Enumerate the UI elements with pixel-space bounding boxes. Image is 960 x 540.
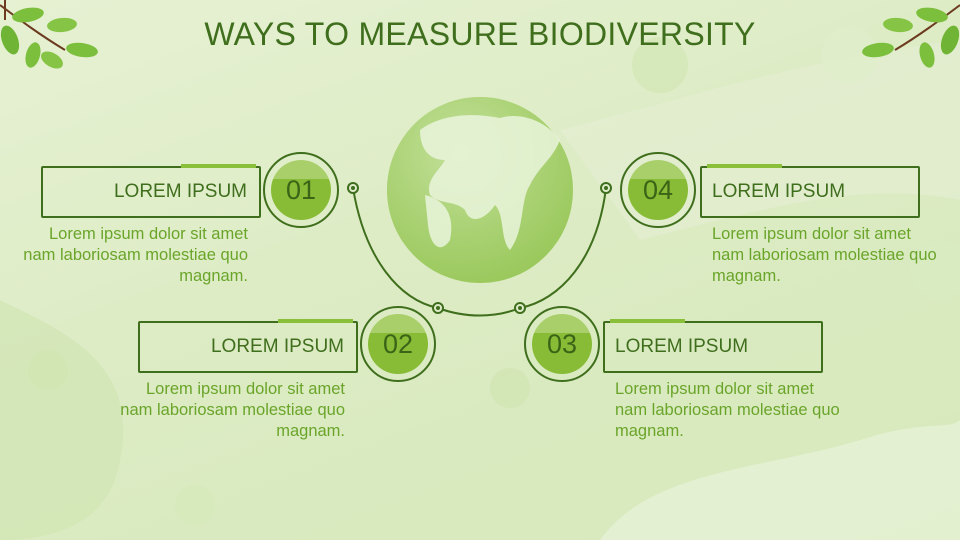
item-3-number: 03: [546, 328, 578, 359]
item-1-description: Lorem ipsum dolor sit amet nam laboriosa…: [23, 225, 248, 285]
item-4-number: 04: [642, 174, 674, 205]
item-1-number-badge: 01: [263, 152, 339, 228]
item-4-description: Lorem ipsum dolor sit amet nam laboriosa…: [712, 225, 937, 285]
item-4-heading-box: LOREM IPSUM: [700, 164, 920, 218]
item-2-heading: LOREM IPSUM: [210, 336, 344, 357]
leaf-branch-right-icon: [862, 4, 960, 68]
item-3-heading-box: LOREM IPSUM: [603, 319, 823, 373]
connector-line: [352, 187, 607, 317]
item-4-number-badge: 04: [620, 152, 696, 228]
item-3-number-badge: 03: [524, 306, 600, 382]
item-1-heading-box: LOREM IPSUM: [41, 164, 261, 218]
item-2-number-badge: 02: [360, 306, 436, 382]
leaf-branch-left-icon: [0, 0, 98, 69]
item-2-heading-box: LOREM IPSUM: [138, 319, 358, 373]
item-1-number: 01: [285, 174, 317, 205]
item-2-number: 02: [382, 328, 414, 359]
item-3-heading: LOREM IPSUM: [615, 336, 749, 357]
item-3-description: Lorem ipsum dolor sit amet nam laboriosa…: [615, 380, 840, 440]
globe-icon: [387, 97, 573, 283]
item-2-description: Lorem ipsum dolor sit amet nam laboriosa…: [120, 380, 345, 440]
slide-title: WAYS TO MEASURE BIODIVERSITY: [204, 16, 756, 52]
item-4-heading: LOREM IPSUM: [712, 181, 846, 202]
item-1-heading: LOREM IPSUM: [113, 181, 247, 202]
